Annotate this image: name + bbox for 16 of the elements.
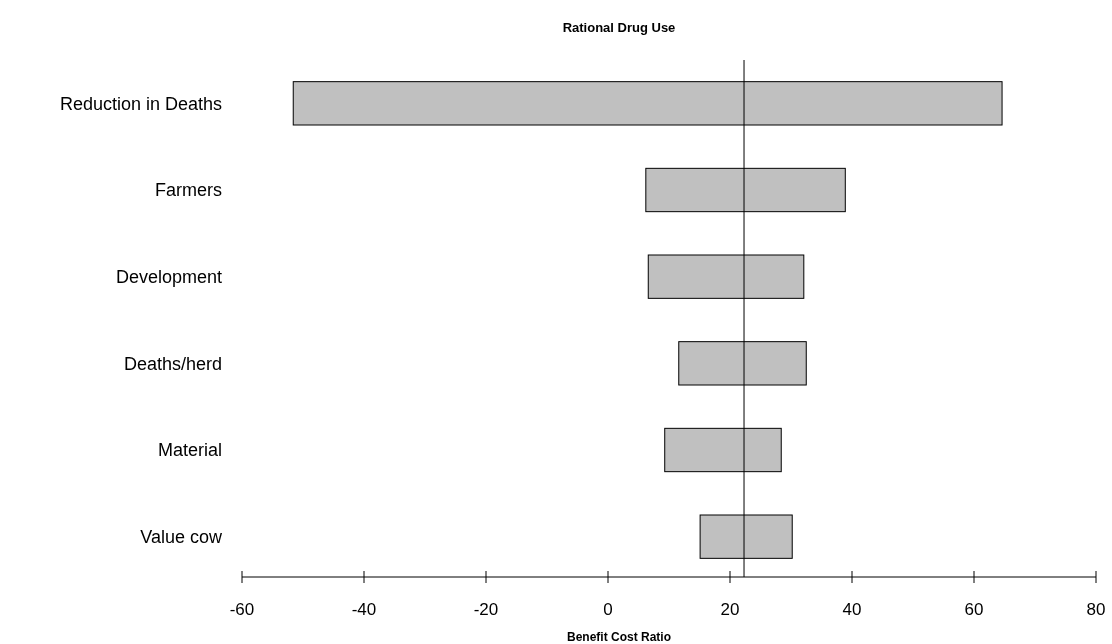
- y-tick-label: Material: [157, 440, 222, 461]
- x-tick-label: 80: [1086, 600, 1106, 619]
- x-tick-label: -20: [473, 600, 499, 619]
- x-tick-label: -40: [351, 600, 377, 619]
- x-tick-label: 60: [964, 600, 984, 619]
- y-tick-label: Value cow: [140, 526, 223, 547]
- x-tick-label: 20: [720, 600, 740, 619]
- y-tick-label: Farmers: [155, 180, 222, 201]
- y-tick-label: Reduction in Deaths: [59, 93, 222, 114]
- x-tick-label: 0: [603, 600, 613, 619]
- y-tick-label: Deaths/herd: [123, 353, 222, 374]
- chart-title: Rational Drug Use: [562, 20, 676, 35]
- x-tick-label: -60: [229, 600, 255, 619]
- x-tick-label: 40: [842, 600, 862, 619]
- y-tick-label: Development: [115, 266, 222, 287]
- x-axis-title: Benefit Cost Ratio: [566, 630, 672, 644]
